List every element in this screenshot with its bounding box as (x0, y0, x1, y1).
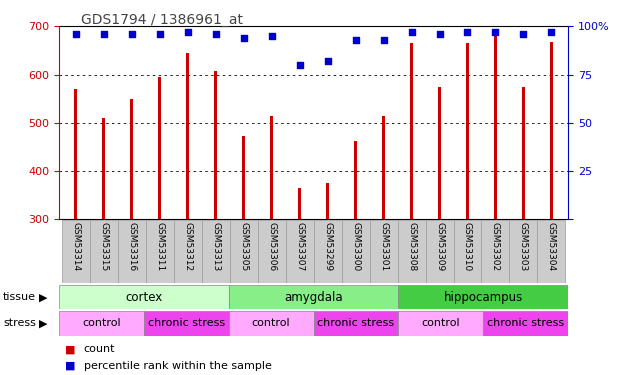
Point (379, 37, 389, 43)
Bar (214, 70, 217, 219)
Text: GSM53308: GSM53308 (407, 222, 416, 271)
Point (351, 37, 361, 43)
Bar (242, 136, 245, 219)
Bar (326, 183, 329, 219)
Text: GSM53305: GSM53305 (239, 222, 248, 271)
Bar (354, 141, 357, 219)
Point (238, 35, 248, 41)
Text: GSM53313: GSM53313 (211, 222, 220, 271)
Bar (483, 311, 568, 336)
Text: GSM53312: GSM53312 (183, 222, 192, 271)
Bar (158, 77, 161, 219)
Bar (314, 220, 342, 283)
Bar (369, 220, 397, 283)
Bar (298, 188, 301, 219)
Text: GSM53303: GSM53303 (519, 222, 528, 271)
Bar (230, 220, 258, 283)
Text: hippocampus: hippocampus (444, 291, 523, 304)
Bar (229, 311, 314, 336)
Bar (102, 118, 106, 219)
Bar (118, 220, 146, 283)
Bar (550, 42, 553, 219)
Bar (410, 43, 413, 219)
Point (211, 31, 220, 37)
Bar (453, 220, 481, 283)
Point (183, 29, 193, 35)
Bar (438, 87, 441, 219)
Text: GSM53311: GSM53311 (155, 222, 164, 271)
Text: GSM53316: GSM53316 (127, 222, 136, 271)
Text: GSM53310: GSM53310 (463, 222, 472, 271)
Bar (481, 220, 509, 283)
Text: GSM53306: GSM53306 (267, 222, 276, 271)
Text: GSM53300: GSM53300 (351, 222, 360, 271)
Text: GSM53307: GSM53307 (295, 222, 304, 271)
Bar (59, 285, 229, 309)
Text: chronic stress: chronic stress (148, 318, 225, 328)
Text: cortex: cortex (125, 291, 163, 304)
Point (127, 31, 137, 37)
Text: ■: ■ (65, 361, 76, 370)
Text: GSM53299: GSM53299 (323, 222, 332, 271)
Text: chronic stress: chronic stress (317, 318, 394, 328)
Point (519, 31, 528, 37)
Bar (62, 220, 90, 283)
Text: GSM53315: GSM53315 (99, 222, 108, 271)
Text: count: count (84, 345, 116, 354)
Text: GSM53304: GSM53304 (547, 222, 556, 271)
Bar (144, 311, 229, 336)
Point (266, 33, 276, 39)
Point (435, 31, 445, 37)
Point (294, 62, 304, 68)
Bar (130, 99, 134, 219)
Bar (537, 220, 565, 283)
Bar (522, 87, 525, 219)
Point (491, 29, 501, 35)
Text: GSM53314: GSM53314 (71, 222, 80, 271)
Text: stress: stress (3, 318, 36, 328)
Text: ▶: ▶ (39, 318, 48, 328)
Bar (342, 220, 369, 283)
Text: GDS1794 / 1386961_at: GDS1794 / 1386961_at (81, 13, 243, 27)
Text: GSM53309: GSM53309 (435, 222, 444, 271)
Text: percentile rank within the sample: percentile rank within the sample (84, 361, 272, 370)
Point (71, 31, 81, 37)
Bar (59, 311, 144, 336)
Text: control: control (252, 318, 291, 328)
Point (155, 31, 165, 37)
Bar (314, 311, 399, 336)
Bar (74, 89, 78, 219)
Text: ■: ■ (65, 345, 76, 354)
Bar (270, 116, 273, 219)
Bar (174, 220, 202, 283)
Bar (258, 220, 286, 283)
Text: control: control (422, 318, 460, 328)
Text: chronic stress: chronic stress (487, 318, 564, 328)
Text: control: control (82, 318, 120, 328)
Point (463, 29, 473, 35)
Bar (397, 220, 425, 283)
Point (323, 58, 333, 64)
Bar (90, 220, 118, 283)
Bar (466, 43, 469, 219)
Text: tissue: tissue (3, 292, 36, 302)
Bar (509, 220, 537, 283)
Point (546, 29, 556, 35)
Point (99, 31, 109, 37)
Bar (286, 220, 314, 283)
Point (407, 29, 417, 35)
Text: ▶: ▶ (39, 292, 48, 302)
Bar (146, 220, 174, 283)
Bar (494, 30, 497, 219)
Text: GSM53301: GSM53301 (379, 222, 388, 271)
Bar (186, 53, 189, 219)
Bar (202, 220, 230, 283)
Bar (425, 220, 453, 283)
Bar (382, 116, 385, 219)
Bar (229, 285, 399, 309)
Bar (399, 285, 568, 309)
Text: amygdala: amygdala (284, 291, 343, 304)
Bar (399, 311, 483, 336)
Text: GSM53302: GSM53302 (491, 222, 500, 271)
